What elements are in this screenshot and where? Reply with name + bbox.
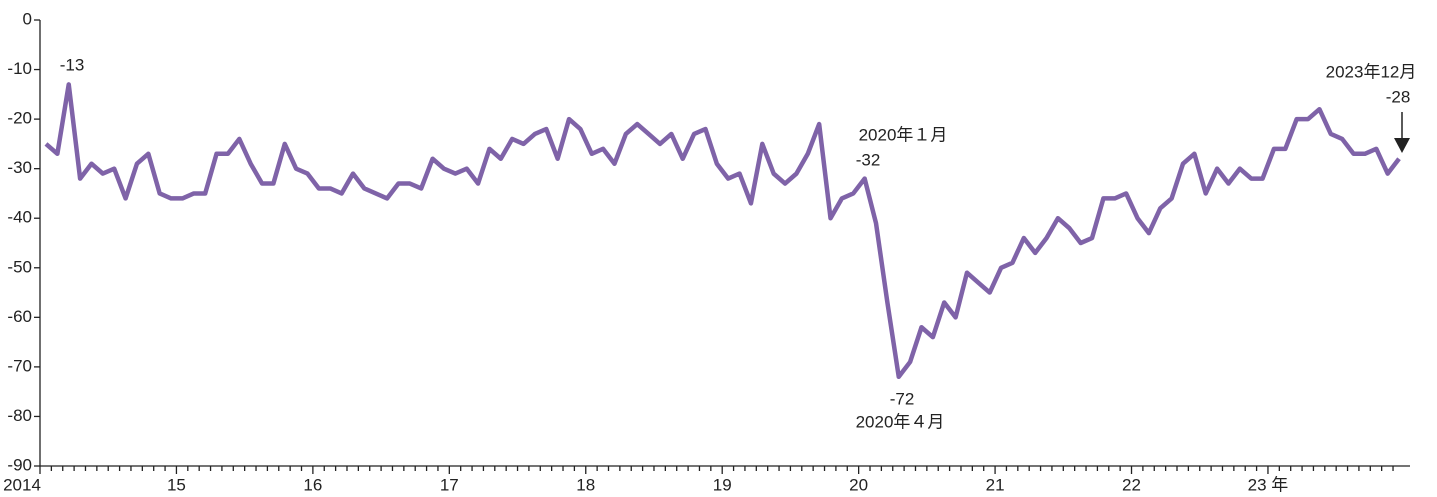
y-tick-label: -60 [7,307,32,326]
x-tick-label: 15 [167,475,186,494]
y-tick-label: 0 [23,9,32,28]
x-tick-label: 18 [576,475,595,494]
x-tick-label: 17 [440,475,459,494]
annotation: -32 [856,150,881,169]
y-tick-label: -20 [7,109,32,128]
y-tick-label: -70 [7,356,32,375]
data-line [44,82,1401,380]
x-tick-label: 22 [1122,475,1141,494]
x-tick-label: 20 [849,475,868,494]
y-tick-label: -30 [7,158,32,177]
x-tick-label: 16 [303,475,322,494]
y-tick-label: -40 [7,208,32,227]
y-tick-label: -90 [7,455,32,474]
y-tick-label: -50 [7,257,32,276]
annotation: 2020年１月 [859,125,948,144]
x-tick-label: 21 [986,475,1005,494]
x-tick-label: 2014 [3,475,41,494]
annotation: 2020年４月 [856,412,945,431]
x-tick-label: 19 [713,475,732,494]
x-tick-label: 23 年 [1248,475,1289,494]
annotation: -28 [1386,87,1411,106]
y-tick-label: -10 [7,59,32,78]
arrow-head [1394,138,1410,153]
annotation: -13 [60,55,85,74]
annotation: -72 [890,389,915,408]
annotation: 2023年12月 [1326,62,1417,81]
y-tick-label: -80 [7,406,32,425]
